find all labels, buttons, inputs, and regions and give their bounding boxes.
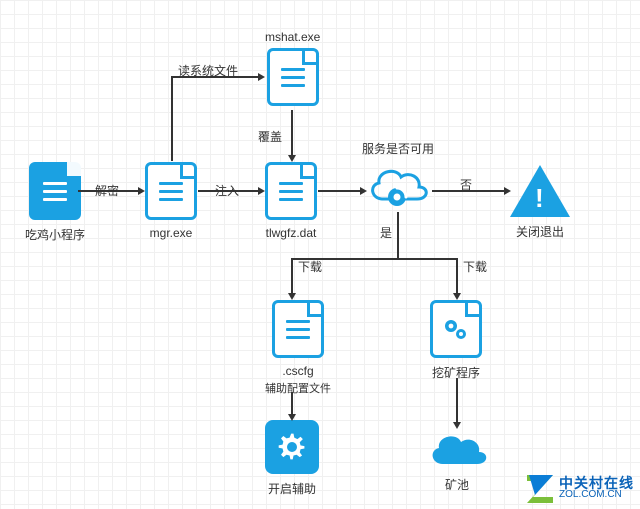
document-icon xyxy=(267,48,319,106)
edge-label: 下载 xyxy=(298,258,322,275)
edge xyxy=(291,258,293,293)
edge xyxy=(456,378,458,422)
document-icon xyxy=(272,300,324,358)
warning-icon: ! xyxy=(510,165,570,217)
arrow-head-icon xyxy=(138,187,145,195)
node-label: .cscfg xyxy=(282,364,313,378)
node-mshat[interactable]: mshat.exe xyxy=(265,30,320,106)
node-label: mgr.exe xyxy=(150,226,193,240)
cloud-icon xyxy=(363,159,433,213)
edge-label: 否 xyxy=(460,176,472,193)
document-icon xyxy=(145,162,197,220)
node-cloud[interactable]: 服务是否可用 xyxy=(362,140,434,213)
cloud-icon xyxy=(425,428,489,470)
node-sublabel: 辅助配置文件 xyxy=(265,380,331,396)
arrow-head-icon xyxy=(258,187,265,195)
node-mining[interactable]: 挖矿程序 xyxy=(430,300,482,381)
node-label: mshat.exe xyxy=(265,30,320,44)
edge-label: 是 xyxy=(380,224,392,241)
node-pool[interactable]: 矿池 xyxy=(425,428,489,493)
edge-label: 注入 xyxy=(215,182,239,199)
gear-icon xyxy=(265,420,319,474)
edge xyxy=(291,110,293,155)
node-tlwgfz[interactable]: tlwgfz.dat xyxy=(265,162,317,240)
edge-label: 解密 xyxy=(95,182,119,199)
logo-icon xyxy=(525,473,555,503)
edge xyxy=(318,190,360,192)
node-miniprogram[interactable]: 吃鸡小程序 xyxy=(25,162,85,243)
watermark-en: ZOL.COM.CN xyxy=(559,490,634,500)
edge xyxy=(397,212,399,258)
node-label: 服务是否可用 xyxy=(362,140,434,157)
node-label: tlwgfz.dat xyxy=(266,226,317,240)
arrow-head-icon xyxy=(288,293,296,300)
arrow-head-icon xyxy=(288,414,296,421)
edge xyxy=(171,76,173,161)
arrow-head-icon xyxy=(504,187,511,195)
arrow-head-icon xyxy=(288,155,296,162)
arrow-head-icon xyxy=(360,187,367,195)
flowchart-canvas: 吃鸡小程序 mgr.exe mshat.exe tlwgfz.dat 服务是否可… xyxy=(0,0,640,509)
edge xyxy=(456,258,458,293)
arrow-head-icon xyxy=(453,422,461,429)
document-icon xyxy=(265,162,317,220)
node-assist[interactable]: 开启辅助 xyxy=(265,420,319,497)
node-cscfg[interactable]: .cscfg 辅助配置文件 xyxy=(265,300,331,396)
edge-label: 覆盖 xyxy=(258,128,282,145)
node-label: 吃鸡小程序 xyxy=(25,226,85,243)
edge-label: 读系统文件 xyxy=(178,62,238,79)
arrow-head-icon xyxy=(258,73,265,81)
watermark: 中关村在线 ZOL.COM.CN xyxy=(525,473,634,503)
node-label: 开启辅助 xyxy=(268,480,316,497)
edge xyxy=(291,392,293,414)
node-mgr[interactable]: mgr.exe xyxy=(145,162,197,240)
watermark-cn: 中关村在线 xyxy=(559,476,634,490)
gears-icon xyxy=(430,300,482,358)
arrow-head-icon xyxy=(453,293,461,300)
node-warn[interactable]: ! 关闭退出 xyxy=(510,165,570,240)
node-label: 关闭退出 xyxy=(516,223,564,240)
edge-label: 下载 xyxy=(463,258,487,275)
document-icon xyxy=(29,162,81,220)
node-label: 矿池 xyxy=(445,476,469,493)
